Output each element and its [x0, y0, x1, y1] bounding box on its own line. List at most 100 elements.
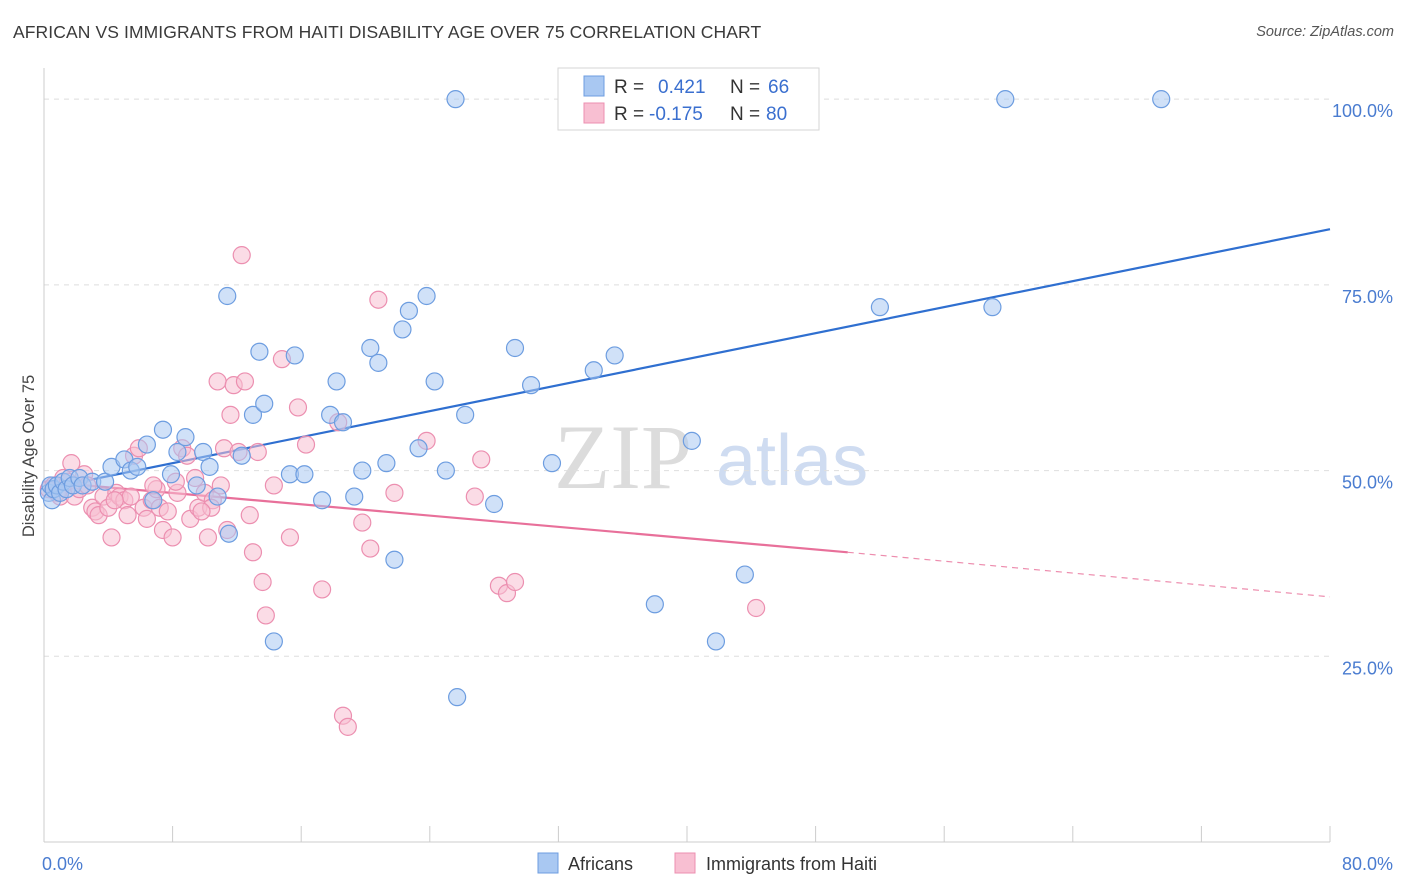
- bottom-legend-swatch-haiti: [674, 852, 696, 874]
- point-africans: [187, 476, 206, 495]
- legend-r-label-2: R =: [614, 104, 644, 125]
- point-africans: [456, 405, 475, 424]
- point-africans: [399, 301, 419, 320]
- point-haiti: [158, 502, 177, 521]
- point-africans: [128, 457, 147, 476]
- point-africans: [161, 465, 181, 484]
- point-haiti: [385, 483, 404, 502]
- point-haiti: [353, 513, 372, 532]
- point-africans: [353, 461, 372, 480]
- legend-r-value-1: 0.421: [658, 77, 706, 98]
- axes: 25.0% 50.0% 75.0% 100.0% 0.0% 80.0%: [42, 68, 1393, 874]
- point-haiti: [232, 246, 251, 265]
- point-africans: [369, 353, 388, 372]
- point-africans: [505, 338, 525, 358]
- point-africans: [250, 342, 269, 361]
- point-africans: [385, 550, 404, 569]
- point-haiti: [248, 442, 267, 462]
- point-africans: [232, 446, 251, 465]
- point-africans: [409, 439, 428, 458]
- point-haiti: [280, 528, 300, 547]
- point-haiti: [288, 398, 308, 417]
- chart-source: Source: ZipAtlas.com: [1256, 24, 1394, 40]
- y-tick-label: 100.0%: [1332, 101, 1393, 121]
- point-africans: [436, 461, 455, 480]
- point-africans: [137, 435, 156, 454]
- y-axis-title: Disability Age Over 75: [20, 375, 38, 537]
- point-africans: [735, 565, 754, 584]
- point-haiti: [221, 405, 240, 424]
- point-africans: [218, 286, 237, 306]
- point-haiti: [137, 509, 156, 528]
- chart-title: AFRICAN VS IMMIGRANTS FROM HAITI DISABIL…: [13, 22, 762, 42]
- point-haiti: [472, 450, 491, 469]
- point-africans: [264, 632, 283, 651]
- point-africans: [168, 442, 187, 462]
- point-africans: [312, 491, 332, 510]
- point-haiti: [240, 506, 259, 525]
- point-africans: [983, 298, 1002, 317]
- legend-n-label-2: N =: [730, 104, 760, 125]
- point-haiti: [465, 487, 484, 506]
- point-haiti: [243, 543, 263, 562]
- point-haiti: [235, 372, 255, 391]
- point-haiti: [253, 572, 272, 592]
- point-haiti: [163, 528, 182, 547]
- point-africans: [285, 346, 304, 365]
- legend-n-value-1: 66: [768, 77, 789, 98]
- point-africans: [219, 524, 238, 543]
- bottom-legend-swatch-africans: [537, 852, 559, 874]
- point-africans: [417, 286, 436, 306]
- watermark: ZIP atlas: [554, 406, 868, 508]
- point-haiti: [118, 506, 137, 525]
- x-tick-label-max: 80.0%: [1342, 854, 1393, 874]
- bottom-legend-label-haiti: Immigrants from Haiti: [706, 854, 877, 874]
- gridlines: [44, 98, 1330, 657]
- y-tick-label: 75.0%: [1342, 287, 1393, 307]
- point-haiti: [312, 580, 332, 599]
- legend-n-value-2: 80: [766, 104, 787, 125]
- point-africans: [448, 688, 467, 707]
- point-haiti: [102, 528, 121, 547]
- legend-r-value-2: -0.175: [649, 104, 703, 125]
- legend-swatch-haiti: [583, 102, 605, 124]
- point-africans: [361, 338, 380, 358]
- point-africans: [327, 372, 346, 391]
- point-haiti: [192, 502, 211, 521]
- point-africans: [605, 346, 624, 365]
- bottom-legend-label-africans: Africans: [568, 854, 633, 874]
- point-africans: [333, 413, 353, 432]
- point-africans: [1152, 90, 1171, 109]
- x-tick-label-min: 0.0%: [42, 854, 83, 874]
- point-africans: [542, 454, 562, 473]
- point-africans: [345, 487, 364, 506]
- watermark-zip: ZIP: [554, 406, 692, 508]
- point-africans: [521, 376, 541, 395]
- point-africans: [153, 420, 173, 439]
- point-africans: [255, 394, 274, 413]
- point-africans: [870, 298, 890, 317]
- legend-n-label-1: N =: [730, 77, 760, 98]
- point-africans: [706, 632, 726, 651]
- point-africans: [377, 454, 396, 473]
- point-africans: [144, 491, 163, 510]
- point-africans: [208, 487, 227, 506]
- data-points: [39, 90, 1171, 736]
- trend-line-haiti-extension: [847, 551, 1331, 598]
- point-haiti: [256, 606, 275, 625]
- point-haiti: [296, 435, 316, 454]
- point-africans: [425, 372, 444, 391]
- legend-r-label-1: R =: [614, 77, 644, 98]
- point-africans: [996, 90, 1015, 109]
- point-haiti: [208, 372, 227, 391]
- y-tick-label: 25.0%: [1342, 658, 1393, 678]
- point-haiti: [105, 491, 124, 510]
- bottom-legend: Africans Immigrants from Haiti: [537, 852, 877, 874]
- point-africans: [485, 494, 504, 514]
- point-haiti: [264, 476, 283, 495]
- point-haiti: [747, 598, 766, 618]
- point-africans: [446, 90, 465, 109]
- point-haiti: [198, 528, 218, 547]
- point-haiti: [361, 539, 380, 558]
